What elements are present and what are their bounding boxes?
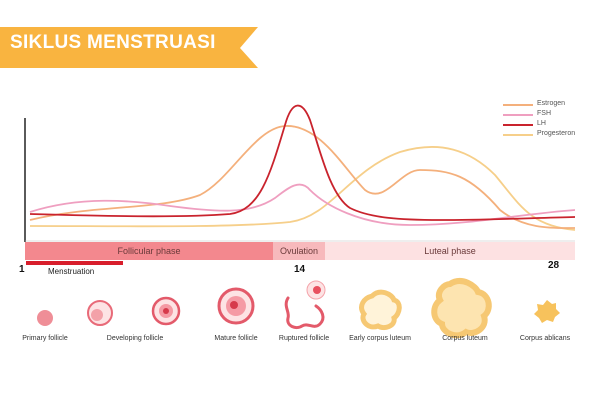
legend-label: FSH xyxy=(537,110,551,117)
legend-swatch xyxy=(503,114,533,116)
stage-label-early-corpus-luteum: Early corpus luteum xyxy=(349,335,411,342)
progesteron-curve xyxy=(29,146,576,231)
estrogen-curve xyxy=(29,125,576,229)
legend-label: Progesteron xyxy=(537,130,576,137)
fsh-curve xyxy=(29,183,576,226)
legend-swatch xyxy=(503,124,533,126)
day-start: 1 xyxy=(19,264,25,275)
developing-follicle-icon xyxy=(87,300,113,326)
mature-follicle-large-icon xyxy=(217,287,255,325)
menstruation-bar xyxy=(26,261,123,265)
primary-follicle-icon xyxy=(37,310,53,326)
stage-label-mature-follicle: Mature follicle xyxy=(214,335,258,342)
legend-label: LH xyxy=(537,120,546,127)
phase-luteal: Luteal phase xyxy=(325,242,575,260)
lh-curve xyxy=(29,104,576,221)
stage-label-developing-follicle: Developing follicle xyxy=(106,335,164,342)
page-title: SIKLUS MENSTRUASI xyxy=(10,32,216,53)
day-end: 28 xyxy=(548,260,560,271)
legend-label: Estrogen xyxy=(537,100,566,107)
legend-item-progesteron: Progesteron xyxy=(503,130,593,140)
phase-ovulation: Ovulation xyxy=(273,242,325,260)
stage-label-corpus-luteum: Corpus luteum xyxy=(442,335,488,342)
stage-label-ruptured-follicle: Ruptured follicle xyxy=(278,335,330,342)
early-corpus-luteum-icon xyxy=(359,289,402,331)
stage-label-primary-follicle: Primary follicle xyxy=(22,335,68,342)
phase-label: Ovulation xyxy=(279,246,319,256)
legend-swatch xyxy=(503,134,533,136)
mature-follicle-icon xyxy=(151,296,181,326)
stage-label-corpus-ablicans: Corpus ablicans xyxy=(519,335,571,342)
corpus-luteum-icon xyxy=(431,278,492,339)
menstruation-label: Menstruation xyxy=(48,267,95,276)
day-ovulation: 14 xyxy=(294,264,306,275)
legend-item-estrogen: Estrogen xyxy=(503,100,593,110)
phase-follicular: Follicular phase xyxy=(25,242,273,260)
legend-item-fsh: FSH xyxy=(503,110,593,120)
phase-label: Luteal phase xyxy=(424,246,476,256)
phase-label: Follicular phase xyxy=(117,246,181,256)
legend-item-lh: LH xyxy=(503,120,593,130)
ruptured-follicle-icon xyxy=(284,280,326,330)
legend-swatch xyxy=(503,104,533,106)
corpus-albicans-icon xyxy=(534,300,560,323)
